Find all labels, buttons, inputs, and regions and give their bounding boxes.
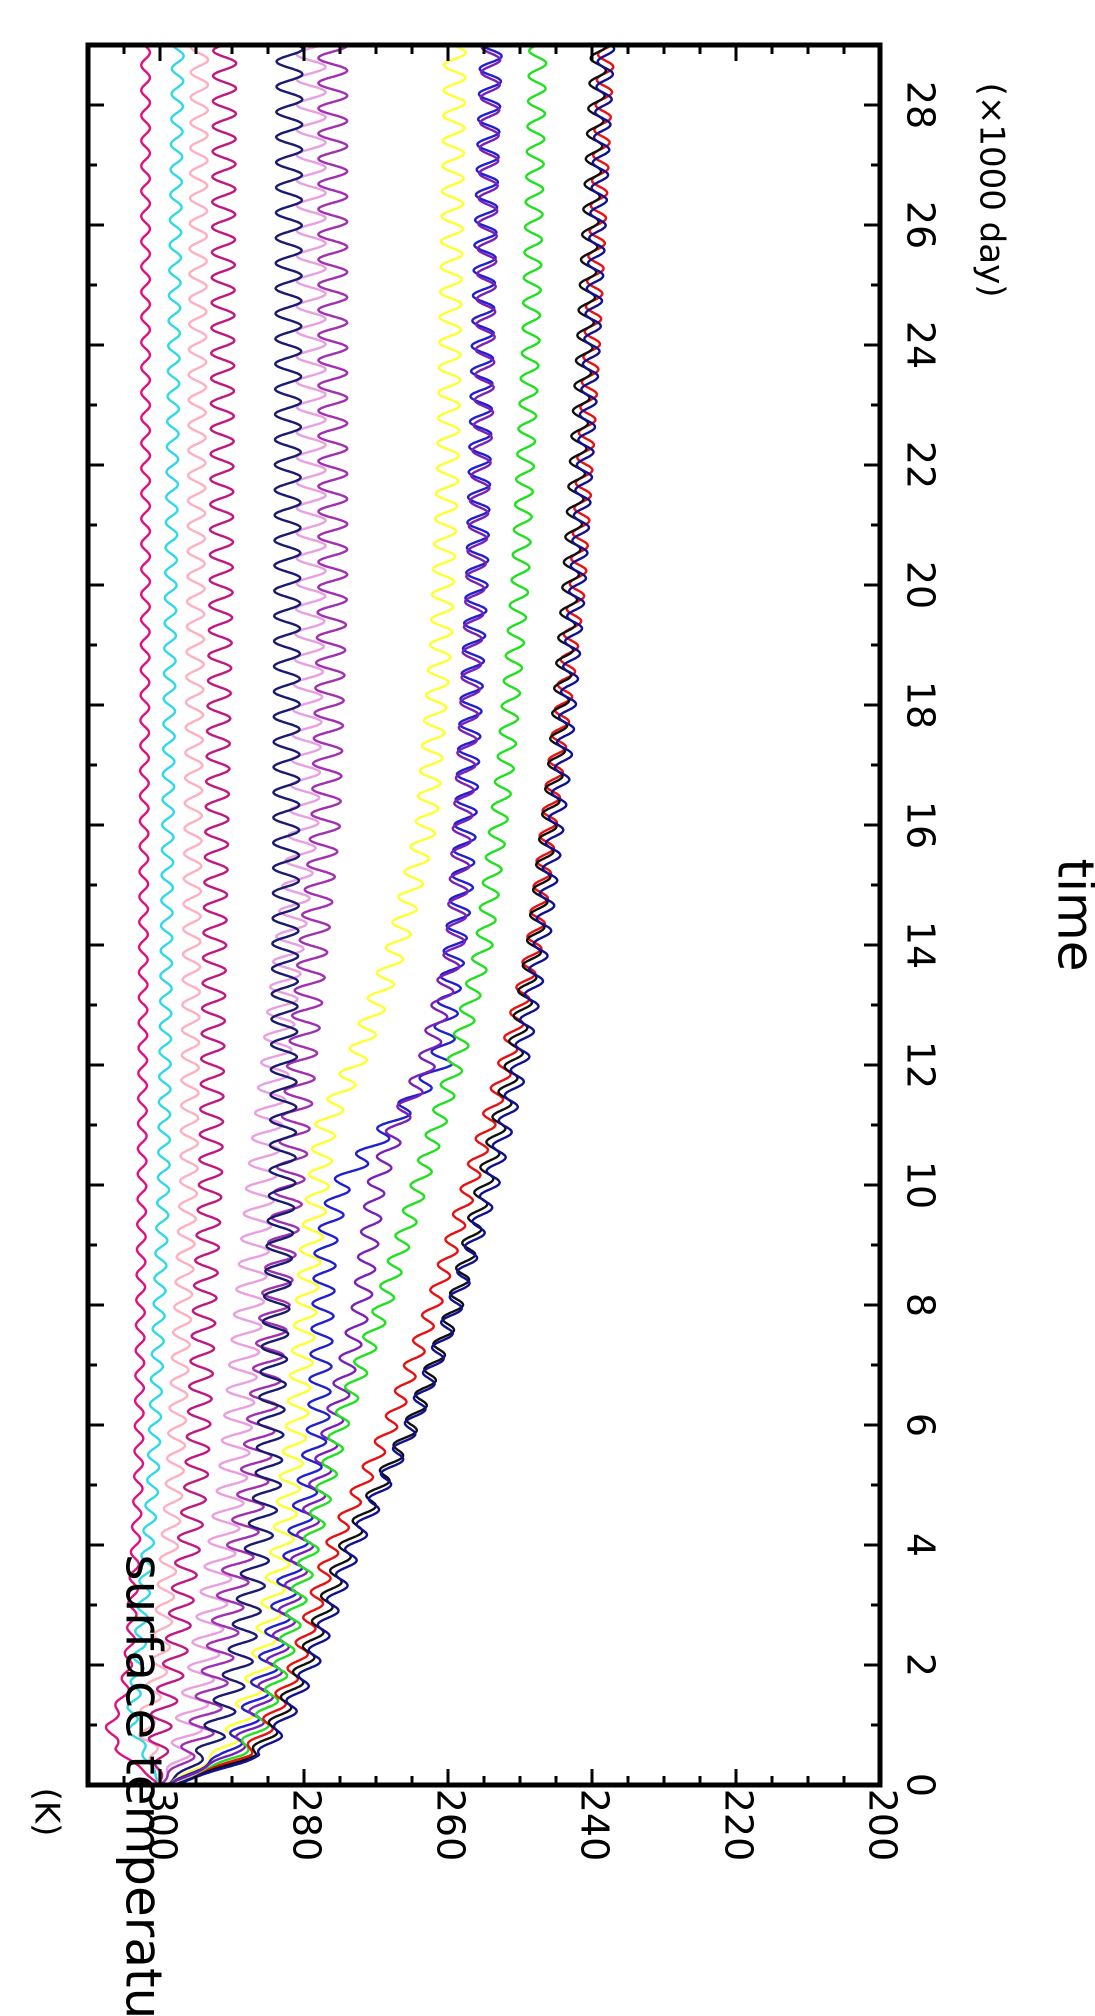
series-line	[159, 43, 327, 1786]
y-axis-unit-label: (K)	[27, 1788, 67, 1837]
y-axis-title: surface temperature	[115, 1555, 173, 2016]
x-tick-label: 26	[899, 201, 943, 249]
x-tick-label: 16	[899, 801, 943, 849]
series-line	[126, 44, 185, 1786]
x-tick-label: 0	[899, 1773, 943, 1797]
x-tick-label: 4	[899, 1533, 943, 1557]
x-tick-label: 8	[899, 1293, 943, 1317]
x-tick-label: 28	[899, 81, 943, 129]
series-line	[166, 43, 467, 1787]
series-line	[174, 45, 609, 1787]
x-tick-label: 14	[899, 921, 943, 969]
y-tick-label: 200	[861, 1789, 905, 1862]
y-tick-label: 260	[429, 1789, 473, 1862]
x-tick-label: 24	[899, 321, 943, 369]
y-tick-label: 240	[573, 1789, 617, 1862]
x-tick-label: 6	[899, 1413, 943, 1437]
x-tick-label: 20	[899, 561, 943, 609]
y-tick-label: 300	[141, 1789, 185, 1862]
x-tick-label: 18	[899, 681, 943, 729]
y-tick-label: 220	[717, 1789, 761, 1862]
y-tick-label: 280	[285, 1789, 329, 1862]
axis-tick-labels: 0246810121416182022242628200220240260280…	[141, 81, 943, 1861]
series-line	[173, 43, 548, 1787]
x-axis-unit-label: (×1000 day)	[972, 83, 1012, 298]
plot-series	[104, 43, 616, 1787]
series-line	[104, 44, 161, 1786]
axis-ticks	[86, 43, 882, 1787]
x-tick-label: 22	[899, 441, 943, 489]
series-line	[138, 44, 210, 1786]
series-line	[174, 43, 616, 1787]
x-axis-title: time	[1047, 859, 1095, 972]
x-tick-label: 10	[899, 1161, 943, 1209]
series-line	[166, 43, 304, 1786]
series-line	[147, 43, 238, 1785]
series-line	[159, 45, 349, 1786]
x-tick-label: 2	[899, 1653, 943, 1677]
x-tick-label: 12	[899, 1041, 943, 1089]
